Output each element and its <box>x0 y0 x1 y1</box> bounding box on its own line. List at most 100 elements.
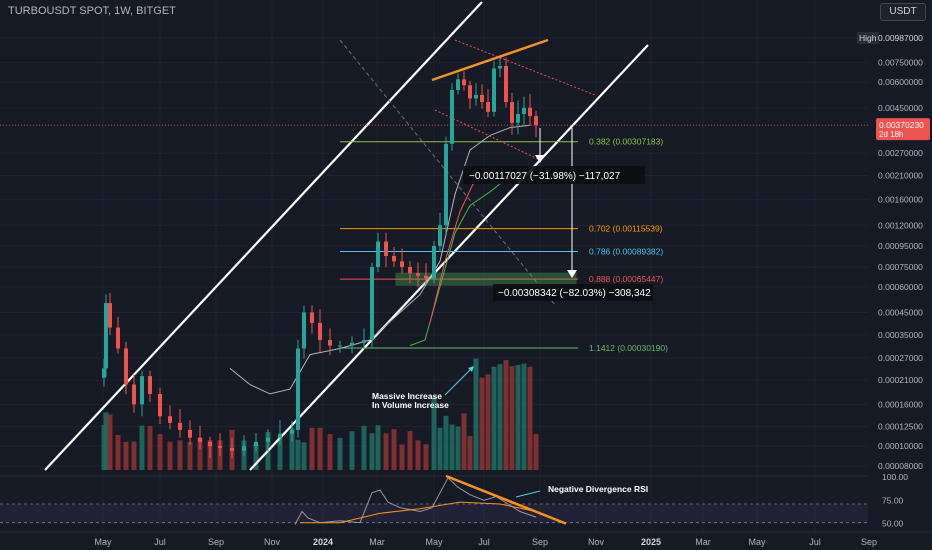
time-axis[interactable]: May Jul Sep Nov 2024 Mar May Jul Sep Nov 2025 Mar Ma… <box>0 531 932 550</box>
time-tick: Jul <box>809 537 821 547</box>
price-divergence-line <box>431 38 549 82</box>
candle-body <box>384 241 388 256</box>
candle-body <box>158 393 162 417</box>
volume-bar <box>197 437 203 470</box>
candle-body <box>480 94 484 103</box>
time-tick: May <box>748 537 766 547</box>
candle-body <box>370 267 374 341</box>
volume-bar <box>423 444 429 470</box>
candle-body <box>456 79 460 90</box>
volume-bar <box>497 364 503 470</box>
volume-bar <box>533 433 539 470</box>
volume-bar <box>455 426 461 470</box>
candle-body <box>124 348 128 385</box>
measure-arrowhead-1 <box>535 155 545 163</box>
price-tick: 0.00160000 <box>878 195 923 205</box>
candle-body <box>438 225 442 247</box>
price-axis-bg <box>868 0 932 532</box>
time-tick: Mar <box>695 537 711 547</box>
candle-body <box>296 348 300 430</box>
candle-body <box>424 275 428 279</box>
volume-bar <box>349 431 355 470</box>
rsi-band <box>0 504 868 523</box>
volume-bar <box>337 437 343 470</box>
candle-body <box>338 345 342 347</box>
price-tick: 0.00021000 <box>878 375 923 385</box>
price-tick: 0.00120000 <box>878 220 923 230</box>
candle-body <box>504 66 508 103</box>
price-tick: 0.00450000 <box>878 103 923 113</box>
candle-body <box>516 113 520 123</box>
volume-bar <box>361 425 367 470</box>
symbol-info: TURBOUSDT SPOT, 1W, BITGET <box>8 5 176 17</box>
time-tick: Jul <box>478 537 490 547</box>
rsi-line <box>294 477 537 525</box>
price-tick: 0.00095000 <box>878 241 923 251</box>
candle-body <box>450 89 454 144</box>
price-tick: 0.00060000 <box>878 282 923 292</box>
volume-bar <box>467 435 473 470</box>
candle-body <box>168 416 172 423</box>
volume-bar <box>383 433 389 470</box>
currency-button[interactable]: USDT <box>880 3 926 21</box>
rsi-arrow <box>515 490 541 498</box>
volume-bar <box>167 441 173 470</box>
measure-label-2: −0.00308342 (−82.03%) −308,342 <box>498 288 651 299</box>
volume-bar <box>309 427 315 470</box>
rsi-tick: 100.00 <box>882 472 908 482</box>
price-axis[interactable]: 0.00750000 0.00600000 0.00450000 0.00270000… <box>0 0 932 532</box>
price-tick: 0.00027000 <box>878 353 923 363</box>
volume-bar <box>443 415 449 470</box>
candle-body <box>140 376 144 405</box>
candle-body <box>522 107 526 114</box>
volume-bar <box>103 412 109 470</box>
time-tick: Sep <box>208 537 224 547</box>
volume-bar <box>485 374 491 470</box>
candle-body <box>408 267 412 274</box>
candle-body <box>108 303 112 328</box>
volume-bar <box>139 425 145 470</box>
candle-body <box>290 429 294 434</box>
volume-bar <box>375 425 381 470</box>
channel-lower <box>249 44 649 471</box>
price-tick: 0.00010000 <box>878 441 923 451</box>
candle-body <box>310 312 314 323</box>
time-tick: May <box>94 537 112 547</box>
volume-bar <box>473 358 479 470</box>
measure-arrowhead-2 <box>567 270 577 278</box>
rsi-annotation: Negative Divergence RSI <box>548 484 648 494</box>
fib-label: 0.702 (0.00115539) <box>589 224 663 234</box>
candle-body <box>416 273 420 276</box>
candle-body <box>392 255 396 262</box>
volume-bar <box>177 440 183 470</box>
volume-bar <box>461 413 467 470</box>
time-tick: Sep <box>532 537 548 547</box>
candle-body <box>498 66 502 69</box>
price-tick: 0.00750000 <box>878 57 923 67</box>
rsi-ma-line <box>300 501 537 524</box>
rsi-tick: 50.00 <box>882 519 904 529</box>
candle-body <box>432 246 436 279</box>
candle-body <box>230 447 234 451</box>
time-tick: Nov <box>588 537 605 547</box>
volume-bar <box>431 396 437 470</box>
volume-bar <box>301 442 307 470</box>
candles <box>102 57 538 459</box>
volume-bar <box>131 441 137 470</box>
candle-body <box>208 441 212 447</box>
volume-bar <box>407 431 413 470</box>
time-tick: 2025 <box>641 537 661 547</box>
candle-body <box>278 433 282 438</box>
volume-bar <box>521 363 527 470</box>
volume-bar <box>157 433 163 470</box>
fib-label: 0.786 (0.00089382) <box>589 246 663 256</box>
volume-annotation-1: Massive Increase <box>372 391 442 401</box>
rsi-pane <box>0 474 932 525</box>
volume-bar <box>509 366 515 470</box>
measure-label-1: −0.00117027 (−31.98%) −117,027 <box>469 171 621 182</box>
annotations: −0.00117027 (−31.98%) −117,027 −0.0030834… <box>372 38 653 498</box>
volume-bar <box>123 441 129 470</box>
high-tag <box>857 32 879 44</box>
